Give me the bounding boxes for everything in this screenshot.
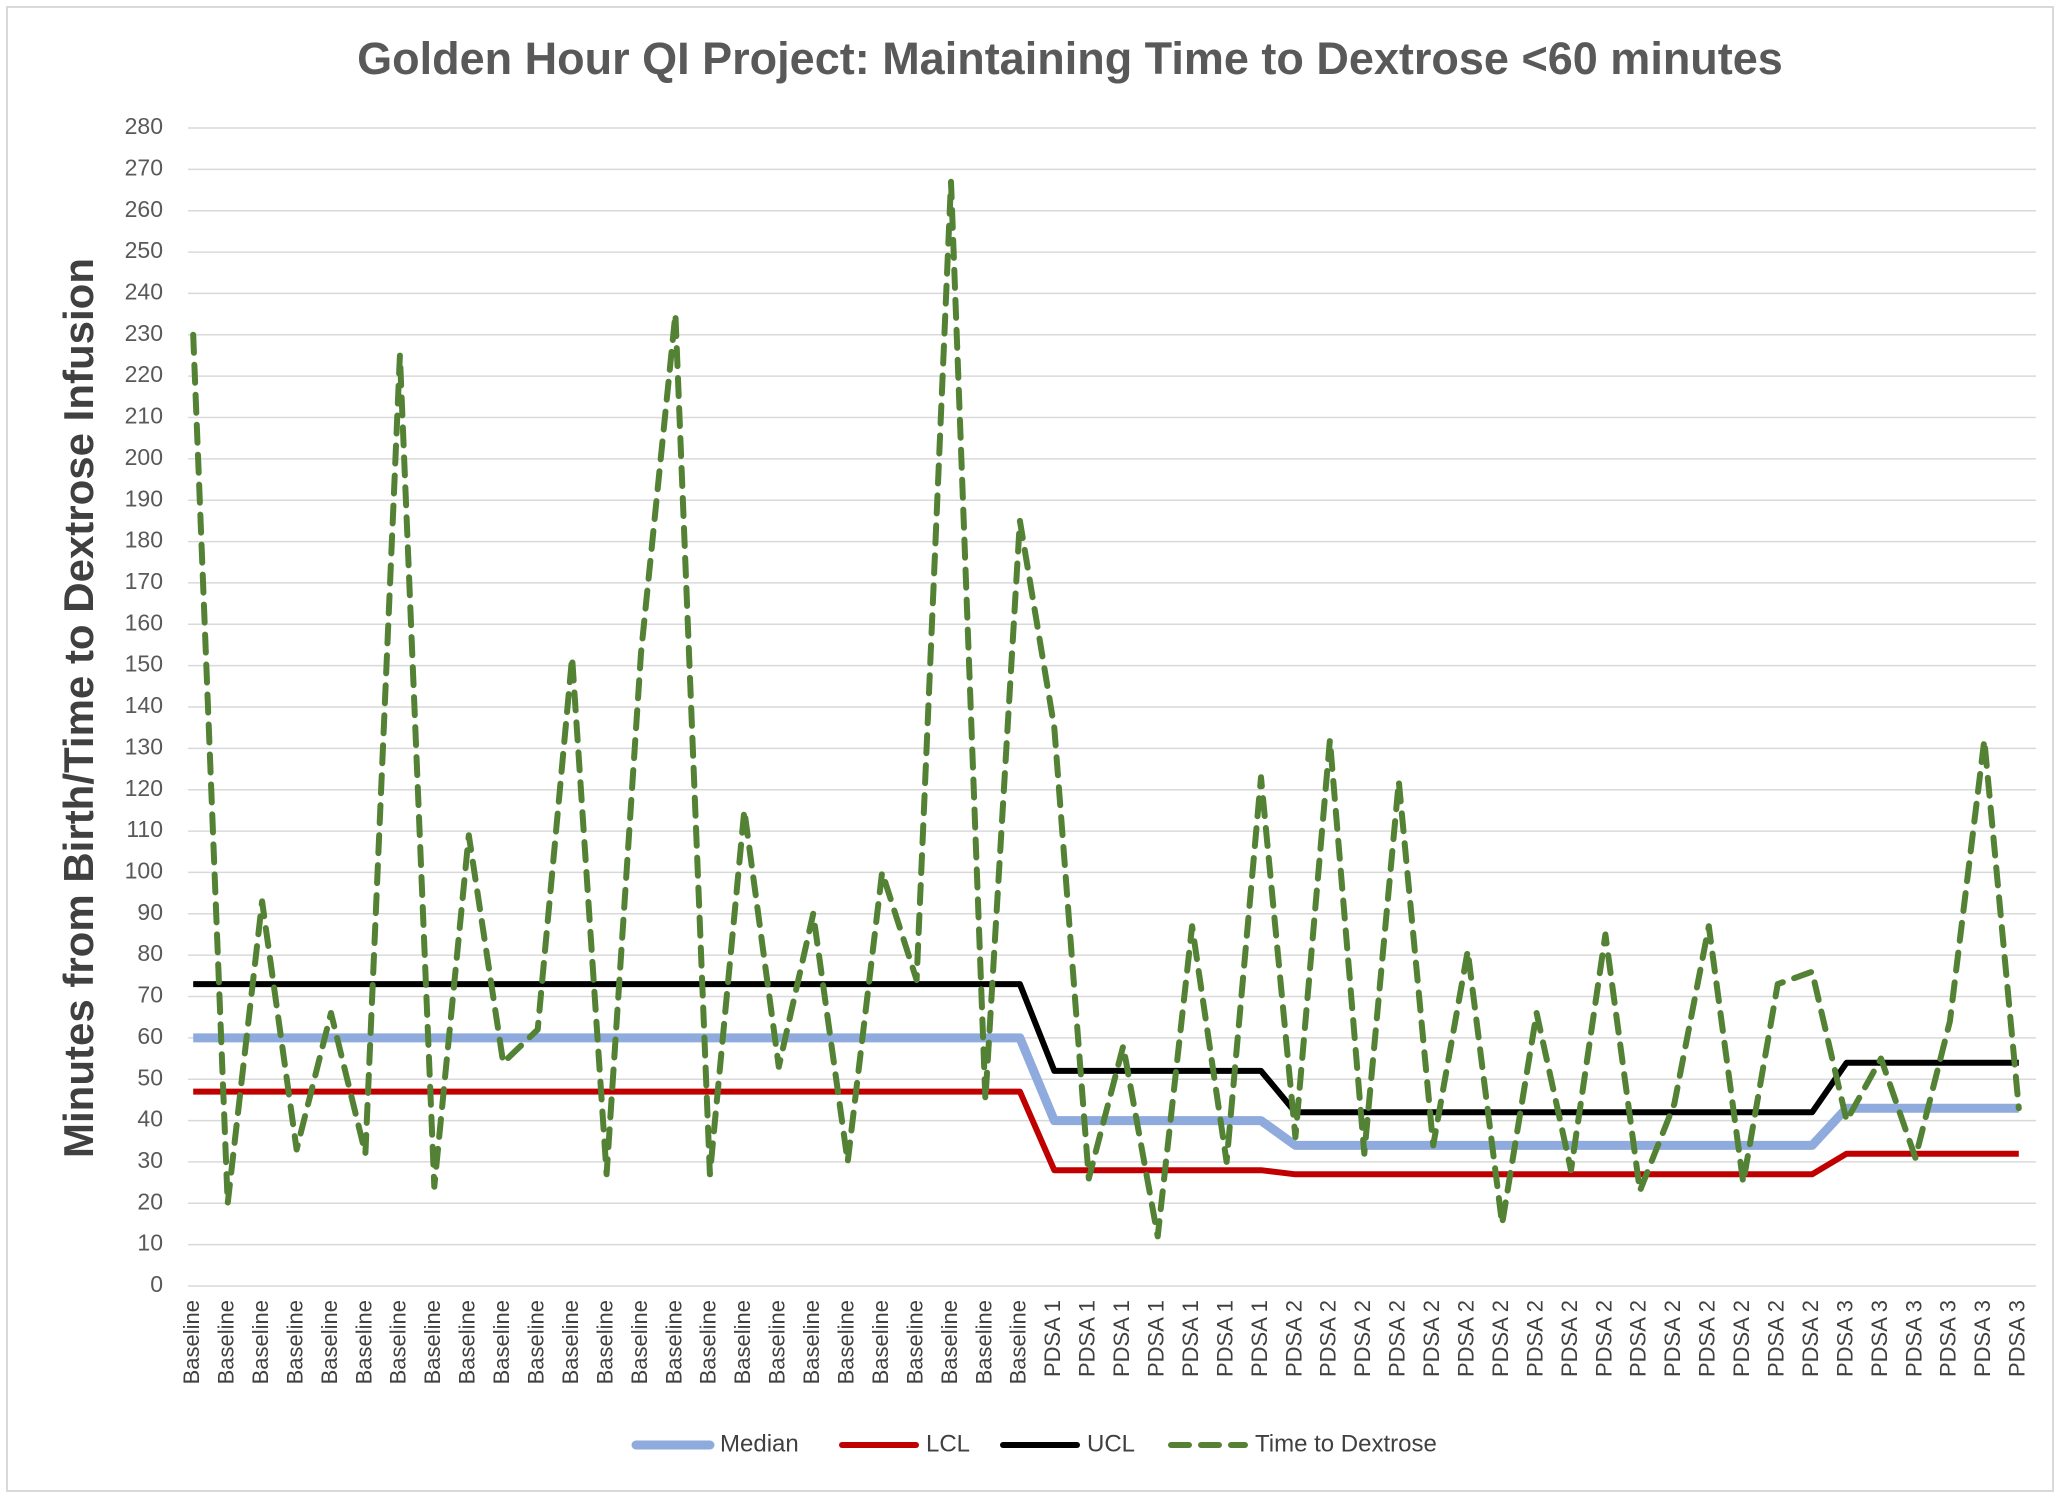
y-tick-label: 180 [125, 527, 163, 553]
x-tick-label: PDSA 2 [1316, 1300, 1341, 1377]
x-tick-label: PDSA 1 [1212, 1300, 1237, 1377]
x-tick-label: Baseline [799, 1300, 824, 1384]
y-tick-label: 260 [125, 196, 163, 222]
y-tick-label: 30 [137, 1147, 163, 1173]
x-tick-label: PDSA 2 [1660, 1300, 1685, 1377]
x-tick-label: PDSA 1 [1143, 1300, 1168, 1377]
x-tick-label: Baseline [971, 1300, 996, 1384]
y-tick-label: 20 [137, 1188, 163, 1214]
series-line [193, 981, 2019, 1116]
x-tick-label: PDSA 2 [1626, 1300, 1651, 1377]
x-tick-label: PDSA 2 [1591, 1300, 1616, 1377]
x-tick-label: Baseline [386, 1300, 411, 1384]
y-tick-label: 220 [125, 361, 163, 387]
x-tick-label: PDSA 2 [1488, 1300, 1513, 1377]
x-tick-label: Baseline [696, 1300, 721, 1384]
x-tick-label: Baseline [523, 1300, 548, 1384]
y-tick-label: 60 [137, 1023, 163, 1049]
x-tick-label: PDSA 2 [1350, 1300, 1375, 1377]
x-tick-label: PDSA 3 [1936, 1300, 1961, 1377]
x-tick-label: Baseline [661, 1300, 686, 1384]
y-tick-label: 0 [150, 1271, 163, 1297]
x-tick-label: PDSA 2 [1557, 1300, 1582, 1377]
x-tick-label: Baseline [902, 1300, 927, 1384]
x-tick-label: Baseline [627, 1300, 652, 1384]
x-tick-label: Baseline [455, 1300, 480, 1384]
x-tick-label: PDSA 3 [1832, 1300, 1857, 1377]
y-tick-label: 120 [125, 775, 163, 801]
legend-label: Median [720, 1430, 799, 1457]
legend-label: LCL [926, 1430, 970, 1457]
y-tick-label: 160 [125, 609, 163, 635]
y-tick-label: 270 [125, 154, 163, 180]
x-tick-label: Baseline [420, 1300, 445, 1384]
x-tick-label: Baseline [351, 1300, 376, 1384]
x-tick-label: Baseline [765, 1300, 790, 1384]
x-tick-label: PDSA 3 [2005, 1300, 2030, 1377]
x-tick-label: Baseline [179, 1300, 204, 1384]
x-tick-label: Baseline [1006, 1300, 1031, 1384]
x-tick-label: Baseline [730, 1300, 755, 1384]
x-tick-label: PDSA 3 [1867, 1300, 1892, 1377]
y-tick-label: 130 [125, 733, 163, 759]
x-tick-label: Baseline [833, 1300, 858, 1384]
x-tick-label: PDSA 3 [1970, 1300, 1995, 1377]
x-tick-label: PDSA 3 [1901, 1300, 1926, 1377]
x-tick-label: PDSA 1 [1075, 1300, 1100, 1377]
x-tick-label: Baseline [489, 1300, 514, 1384]
x-tick-label: Baseline [248, 1300, 273, 1384]
y-tick-label: 250 [125, 237, 163, 263]
y-tick-label: 190 [125, 485, 163, 511]
x-tick-label: Baseline [937, 1300, 962, 1384]
x-tick-label: PDSA 2 [1763, 1300, 1788, 1377]
series-line [193, 1088, 2019, 1178]
y-tick-label: 100 [125, 858, 163, 884]
x-tick-label: PDSA 2 [1419, 1300, 1444, 1377]
x-tick-label: Baseline [317, 1300, 342, 1384]
x-tick-label: Baseline [558, 1300, 583, 1384]
y-tick-label: 80 [137, 940, 163, 966]
y-tick-label: 110 [126, 816, 163, 842]
x-tick-label: PDSA 2 [1798, 1300, 1823, 1377]
x-tick-label: Baseline [282, 1300, 307, 1384]
y-tick-label: 230 [125, 320, 163, 346]
x-tick-label: PDSA 2 [1453, 1300, 1478, 1377]
y-tick-label: 200 [125, 444, 163, 470]
legend-label: UCL [1087, 1430, 1135, 1457]
y-tick-label: 210 [125, 403, 163, 429]
y-tick-label: 240 [125, 279, 163, 305]
y-tick-label: 170 [125, 568, 163, 594]
y-tick-label: 10 [137, 1230, 163, 1256]
x-tick-label: PDSA 1 [1247, 1300, 1272, 1377]
y-tick-label: 40 [137, 1106, 163, 1132]
y-tick-label: 150 [125, 651, 163, 677]
y-tick-label: 50 [137, 1064, 163, 1090]
x-tick-label: Baseline [592, 1300, 617, 1384]
x-tick-label: PDSA 1 [1178, 1300, 1203, 1377]
x-tick-label: PDSA 2 [1522, 1300, 1547, 1377]
y-axis-label: Minutes from Birth/Time to Dextrose Infu… [55, 258, 102, 1158]
x-tick-label: PDSA 2 [1385, 1300, 1410, 1377]
x-tick-label: PDSA 1 [1109, 1300, 1134, 1377]
series-line [190, 178, 2022, 1240]
y-tick-label: 70 [137, 982, 163, 1008]
x-tick-label: Baseline [213, 1300, 238, 1384]
x-tick-label: PDSA 2 [1729, 1300, 1754, 1377]
x-tick-label: Baseline [868, 1300, 893, 1384]
x-tick-label: PDSA 2 [1281, 1300, 1306, 1377]
y-tick-label: 140 [125, 692, 163, 718]
legend-label: Time to Dextrose [1255, 1430, 1437, 1457]
y-tick-label: 90 [137, 899, 163, 925]
x-tick-label: PDSA 2 [1695, 1300, 1720, 1377]
y-tick-label: 280 [125, 113, 163, 139]
chart-title: Golden Hour QI Project: Maintaining Time… [357, 33, 1783, 84]
x-tick-label: PDSA 1 [1040, 1300, 1065, 1377]
